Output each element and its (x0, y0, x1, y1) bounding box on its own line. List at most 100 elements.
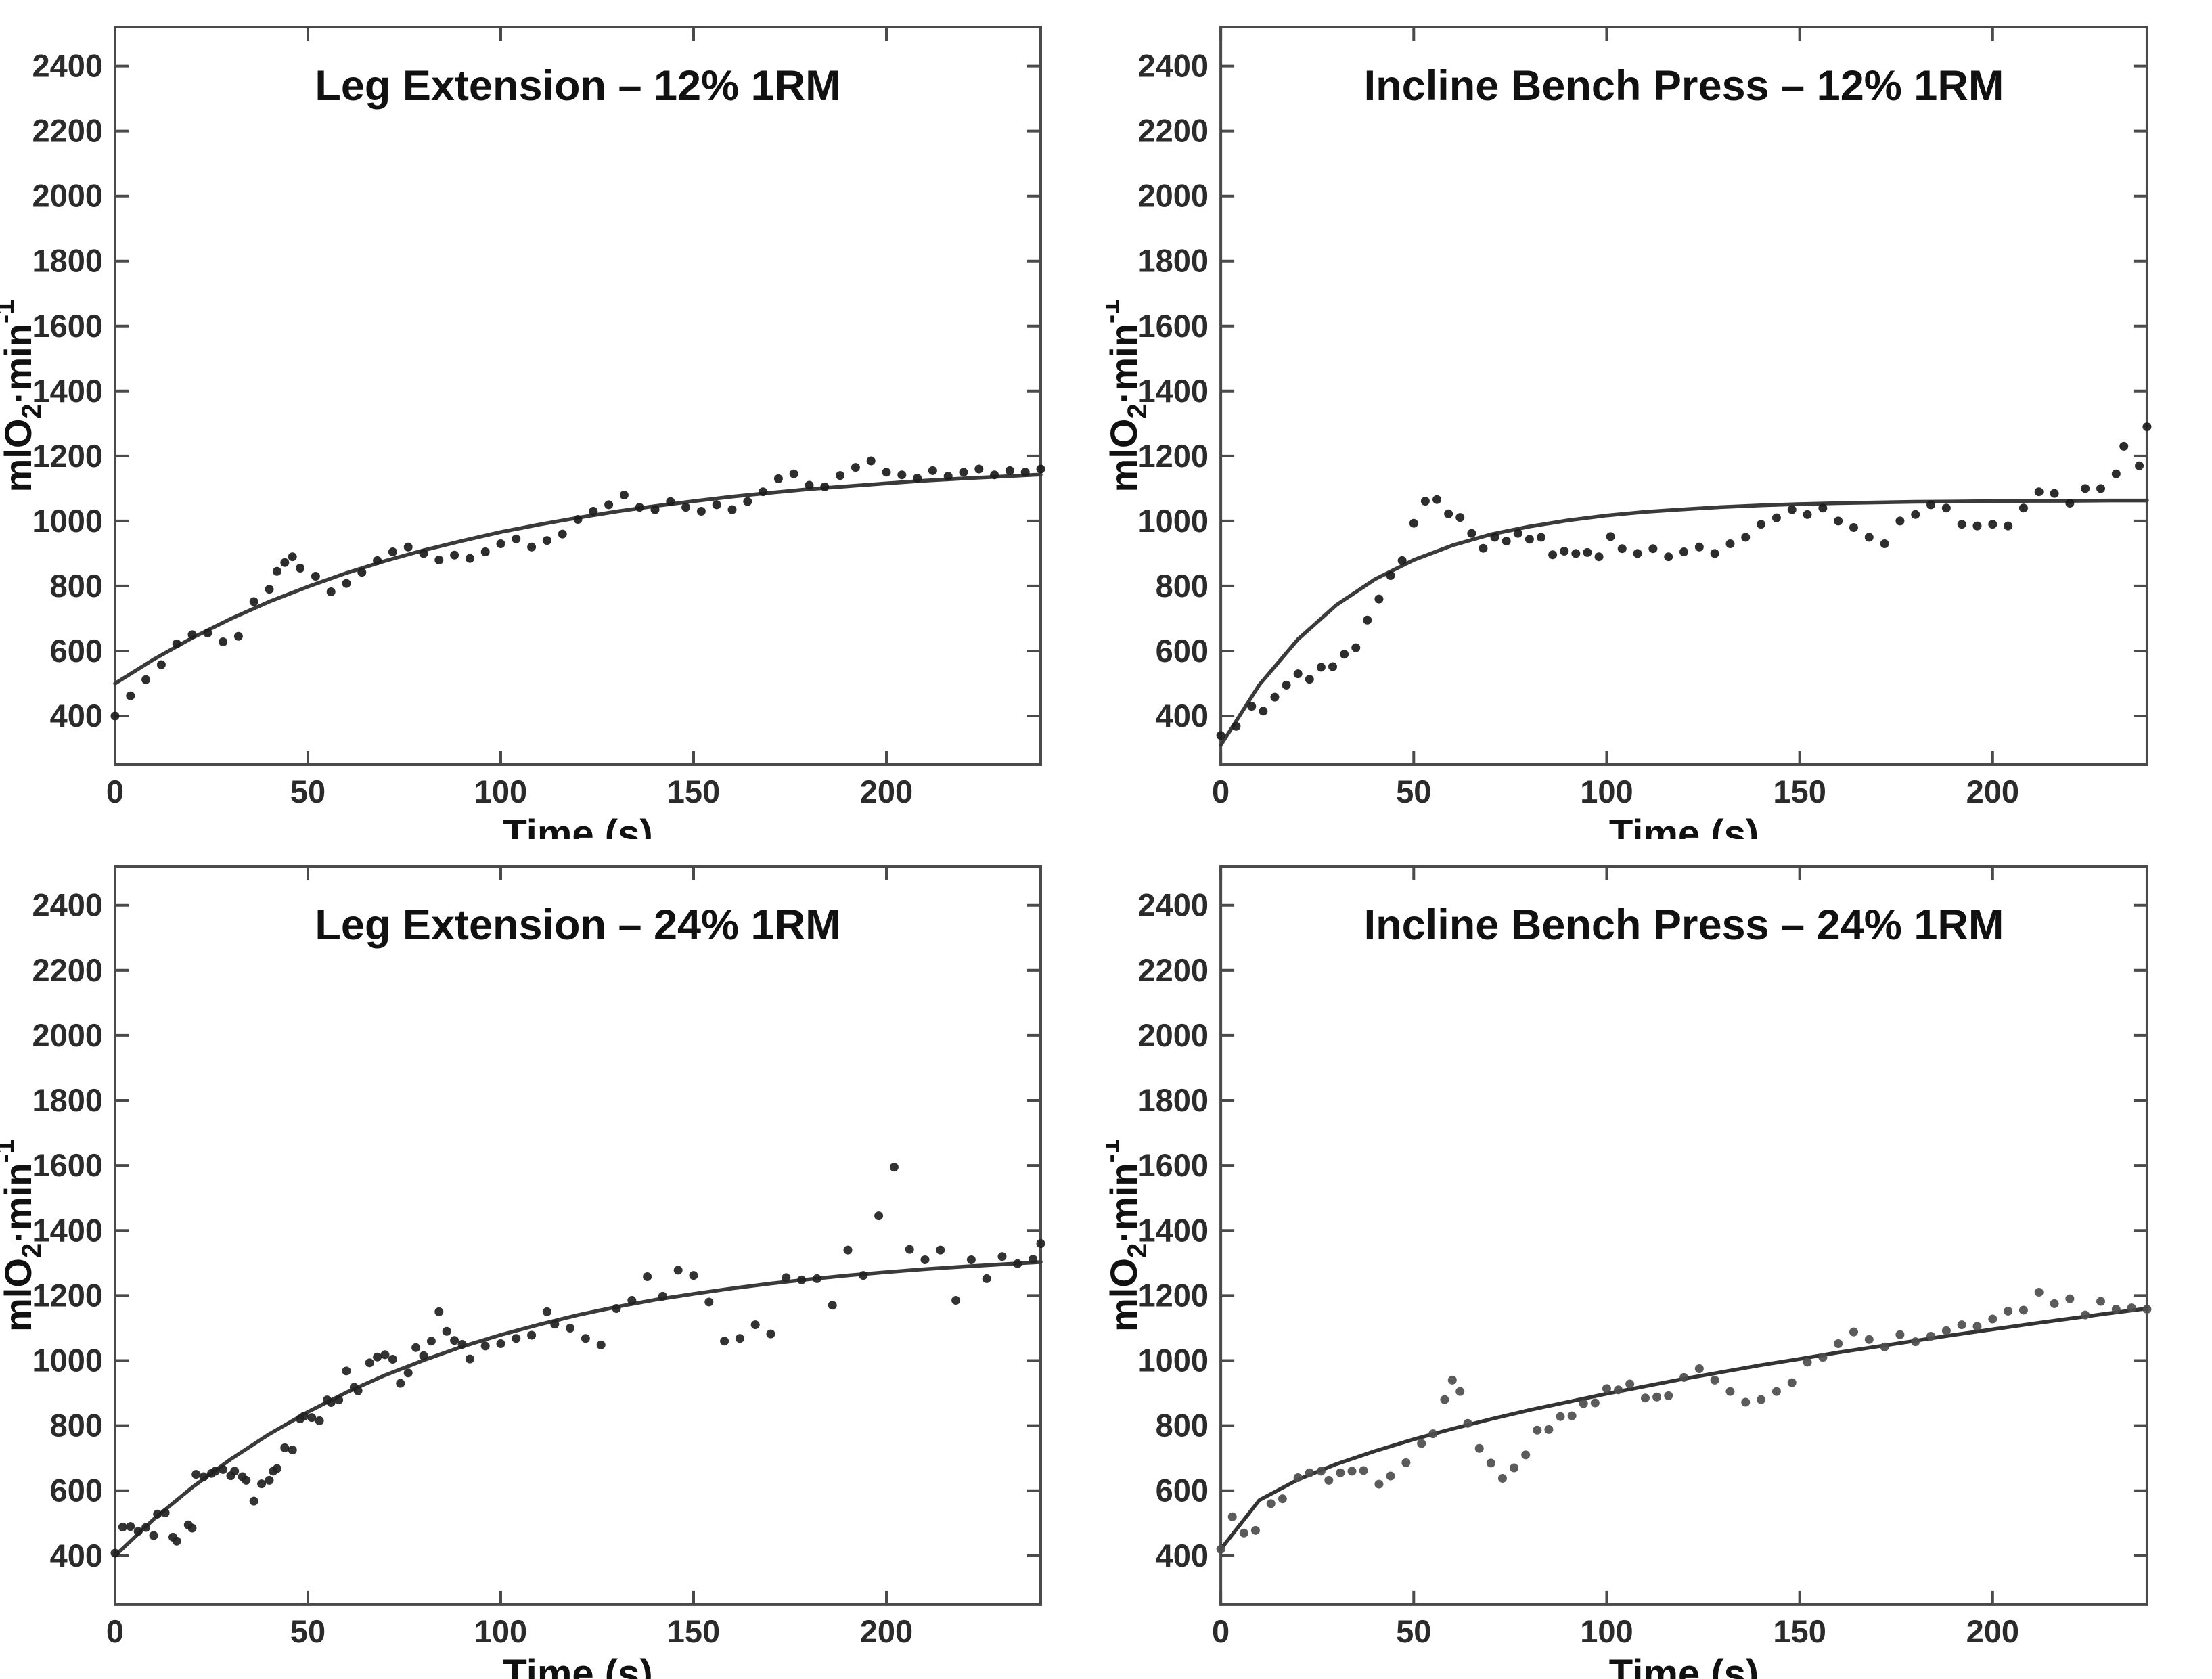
x-tick-label: 200 (860, 1613, 913, 1649)
data-point (2096, 484, 2106, 493)
data-point (920, 1255, 930, 1265)
data-point (1849, 1327, 1858, 1337)
data-point (612, 1304, 621, 1314)
x-axis-label: Time (s) (503, 812, 652, 839)
data-point (812, 1274, 821, 1283)
data-point (2004, 521, 2013, 531)
data-point (750, 1320, 760, 1330)
data-point (1497, 1473, 1507, 1483)
data-point (1533, 1425, 1542, 1435)
data-point (743, 497, 752, 506)
data-point (1972, 521, 1982, 531)
data-point (403, 542, 413, 552)
panel-leg-extension-24: 0 50 100 150 200 400 600 800 1000 1200 1400 1600 180… (0, 839, 1106, 1679)
data-point (133, 1527, 143, 1536)
data-point (249, 1496, 258, 1506)
data-point (696, 507, 706, 516)
data-point (2004, 1306, 2013, 1316)
data-point (720, 1337, 729, 1346)
data-point (1694, 1364, 1704, 1374)
y-tick-label: 1800 (1138, 1082, 1209, 1118)
data-point (1633, 549, 1642, 558)
data-point (1818, 1353, 1828, 1362)
data-point (851, 463, 860, 472)
data-point (1216, 731, 1225, 740)
data-point (2034, 1288, 2044, 1297)
data-point (280, 558, 290, 567)
fit-curve (113, 1260, 1043, 1558)
data-point (735, 1334, 744, 1343)
data-point (2065, 1294, 2075, 1303)
data-point (1490, 533, 1499, 542)
data-point (419, 1351, 428, 1360)
data-point (1771, 1387, 1781, 1396)
data-point (1926, 500, 1936, 510)
data-point (2111, 1305, 2121, 1314)
data-point (373, 1352, 382, 1362)
x-tick-label: 100 (474, 1613, 527, 1649)
data-point (1849, 523, 1858, 532)
data-point (805, 480, 814, 490)
data-point (2034, 487, 2044, 497)
y-tick-label: 1400 (32, 1212, 103, 1248)
y-tick-label: 400 (50, 1538, 103, 1573)
y-tick-label: 2000 (32, 178, 103, 214)
data-point (230, 1467, 240, 1476)
data-point (1479, 543, 1488, 553)
x-tick-label: 0 (106, 774, 124, 809)
data-point (1957, 1320, 1966, 1330)
y-tick-label: 2400 (32, 48, 103, 84)
data-point (1036, 464, 1045, 474)
data-point (943, 472, 953, 481)
y-tick-label: 600 (1156, 633, 1209, 669)
data-point (974, 464, 984, 474)
data-point (1328, 662, 1338, 671)
data-point (566, 1323, 575, 1333)
data-point (866, 456, 876, 466)
data-point (527, 542, 537, 552)
data-point (913, 474, 922, 483)
plot-frame (1219, 26, 2148, 766)
y-tick-label: 1800 (32, 243, 103, 279)
data-point (627, 1296, 637, 1305)
data-point (191, 1470, 201, 1479)
y-tick-label: 1200 (1138, 1277, 1209, 1313)
data-point (1467, 529, 1476, 538)
data-point (712, 500, 721, 510)
y-tick-label: 600 (1156, 1473, 1209, 1508)
plot-frame (1219, 865, 2148, 1606)
data-point (1005, 466, 1014, 475)
x-tick-label: 50 (290, 1613, 325, 1649)
data-point (782, 1273, 791, 1282)
data-point (789, 469, 798, 478)
y-tick-label: 2400 (1137, 48, 1209, 84)
data-point (1440, 1395, 1449, 1404)
data-point (141, 675, 151, 684)
data-point (1428, 1429, 1438, 1439)
y-tick-label: 1200 (32, 438, 103, 474)
data-point (172, 639, 181, 648)
data-point (1648, 544, 1658, 554)
data-point (836, 471, 845, 480)
data-point (1895, 1330, 1905, 1339)
data-point (496, 539, 505, 548)
y-tick-label: 2200 (32, 952, 103, 988)
panel-incline-bench-press-24: 0 50 100 150 200 400 600 800 1000 1200 1400 1600 180… (1106, 839, 2212, 1679)
data-point (288, 552, 297, 562)
data-point (118, 1523, 127, 1532)
data-point (773, 474, 783, 483)
data-point (1247, 702, 1257, 711)
data-point (673, 1266, 683, 1275)
data-point (326, 1397, 336, 1407)
y-tick-label: 1000 (32, 503, 103, 539)
data-point (110, 1548, 120, 1558)
data-point (542, 536, 551, 545)
data-point (542, 1307, 551, 1316)
data-point (982, 1274, 991, 1283)
data-point (403, 1368, 413, 1378)
y-tick-label: 1600 (1137, 308, 1209, 344)
x-axis-label: Time (s) (1609, 812, 1759, 839)
data-point (558, 529, 567, 539)
y-tick-label: 1000 (1138, 1342, 1209, 1378)
data-point (1560, 547, 1569, 556)
